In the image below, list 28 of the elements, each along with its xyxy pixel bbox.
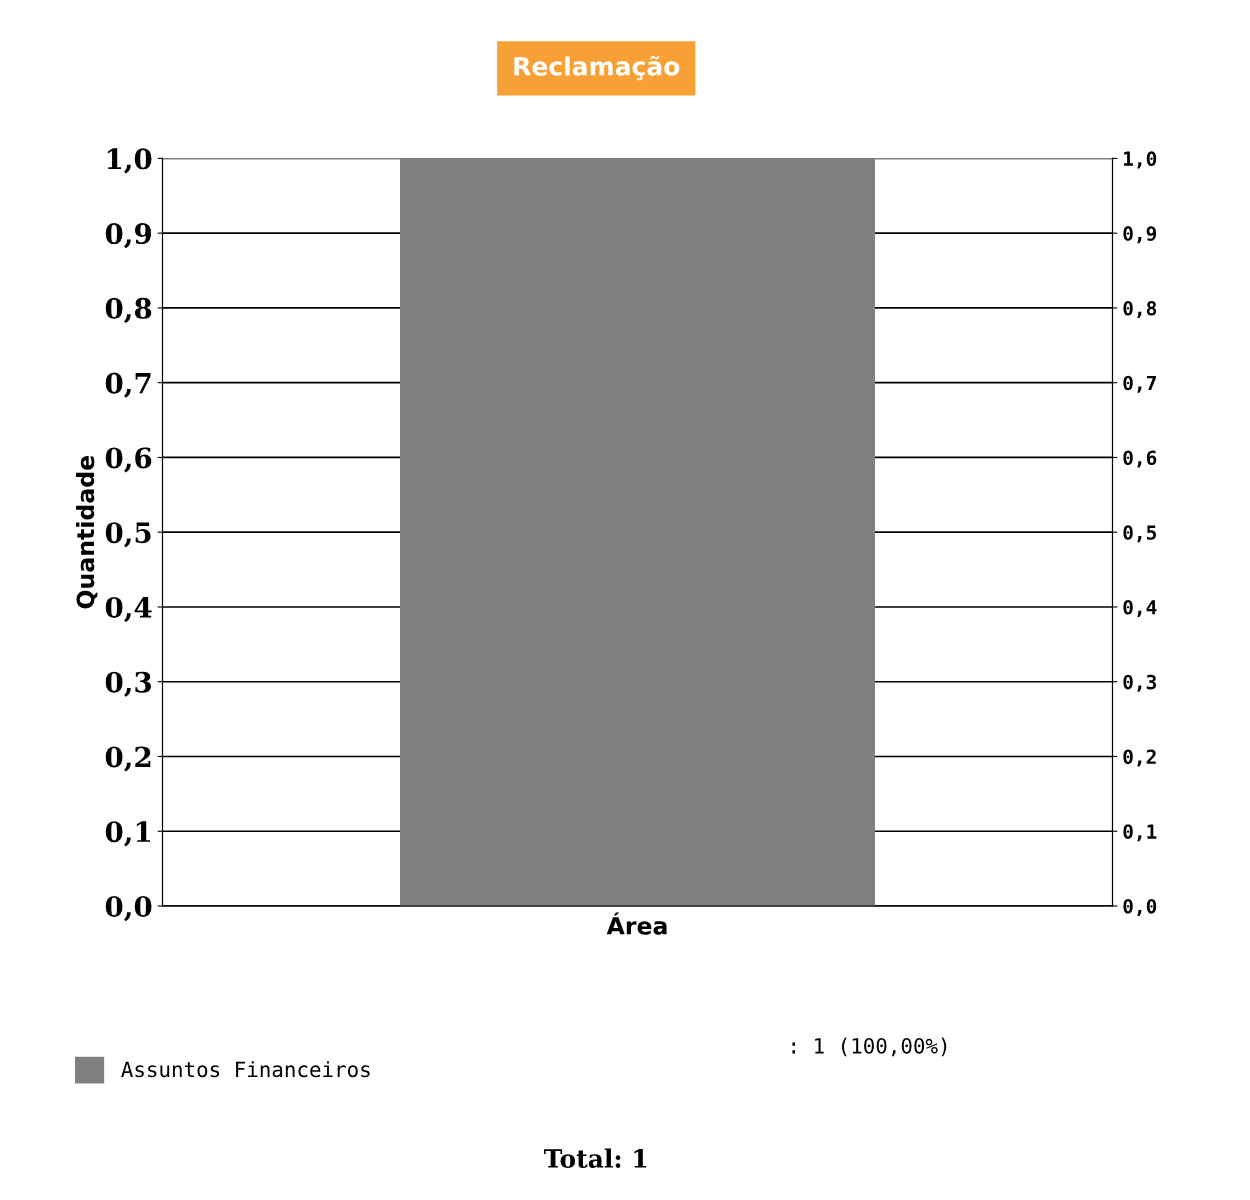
y2-tick-label: 0,9 bbox=[1123, 226, 1157, 244]
y-tick-label: 0,8 bbox=[105, 297, 152, 324]
y2-tick-label: 0,8 bbox=[1123, 300, 1157, 319]
y-tick-label: 0,4 bbox=[105, 596, 152, 623]
y-tick-label: 0,0 bbox=[105, 895, 152, 922]
y-tick-label: 0,7 bbox=[105, 372, 151, 398]
y2-tick-label: 0,7 bbox=[1123, 375, 1156, 393]
y2-tick-label: 0,1 bbox=[1123, 824, 1157, 842]
y-axis-title: Quantidade bbox=[76, 455, 98, 609]
y-tick-label: 0,9 bbox=[105, 223, 152, 249]
y-tick-label: 0,2 bbox=[105, 746, 151, 772]
y2-tick-label: 0,0 bbox=[1123, 898, 1157, 917]
y-tick-label: 1,0 bbox=[107, 148, 152, 174]
y2-tick-label: 0,3 bbox=[1123, 674, 1157, 692]
y2-tick-label: 0,2 bbox=[1123, 749, 1156, 767]
legend-label: Assuntos Financeiros bbox=[121, 1061, 370, 1078]
y2-tick-label: 0,6 bbox=[1123, 450, 1157, 468]
y-tick-label: 0,3 bbox=[105, 671, 151, 697]
chart-title: Reclamação bbox=[514, 55, 680, 81]
y2-tick-label: 1,0 bbox=[1124, 151, 1157, 169]
y-tick-label: 0,5 bbox=[105, 522, 151, 548]
text: Total: 1 bbox=[544, 1148, 647, 1168]
y2-tick-label: 0,4 bbox=[1123, 599, 1157, 618]
y-tick-label: 0,6 bbox=[105, 447, 152, 473]
text: : 1 (100,00%) bbox=[792, 1037, 947, 1057]
x-axis-title: Área bbox=[606, 912, 667, 935]
y-tick-label: 0,1 bbox=[105, 821, 151, 847]
y2-tick-label: 0,5 bbox=[1123, 525, 1157, 543]
